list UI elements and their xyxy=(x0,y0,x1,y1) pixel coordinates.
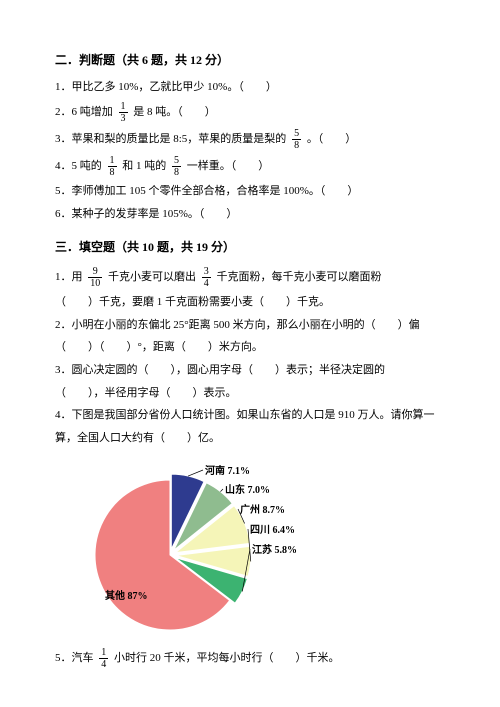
section2-title: 二．判断题（共 6 题，共 12 分） xyxy=(55,50,445,70)
s2-q2: 2．6 吨增加 1 3 是 8 吨。（ ） xyxy=(55,101,445,124)
s2-q5: 5．李师傅加工 105 个零件全部合格，合格率是 100%。（ ） xyxy=(55,182,445,201)
s3-q1-frac1: 9 10 xyxy=(88,266,102,289)
frac-den: 4 xyxy=(202,278,211,289)
s3-q4-a: 4．下图是我国部分省份人口统计图。如果山东省的人口是 910 万人。请你算一 xyxy=(55,406,445,425)
s2-q3-frac: 5 8 xyxy=(292,128,301,151)
s2-q3-b: 。（ ） xyxy=(307,133,357,145)
s2-q2-b: 是 8 吨。（ ） xyxy=(133,106,216,118)
frac-num: 1 xyxy=(119,101,128,113)
frac-num: 9 xyxy=(88,266,102,278)
s2-q2-a: 2．6 吨增加 xyxy=(55,106,113,118)
pie-label: 山东 7.0% xyxy=(225,482,270,499)
frac-num: 5 xyxy=(292,128,301,140)
s2-q4-b: 和 1 吨的 xyxy=(122,160,166,172)
pie-label: 江苏 5.8% xyxy=(252,542,297,559)
pie-label: 河南 7.1% xyxy=(205,463,250,480)
s3-q5-frac: 1 4 xyxy=(99,647,108,670)
s3-q3-b: （ ），半径用字母（ ）表示。 xyxy=(55,384,445,403)
s3-q4-b: 算，全国人口大约有（ ）亿。 xyxy=(55,429,445,448)
s3-q3-a: 3．圆心决定圆的（ ），圆心用字母（ ）表示；半径决定圆的 xyxy=(55,361,445,380)
s3-q1-a: 1．用 xyxy=(55,271,83,283)
s2-q4: 4．5 吨的 1 8 和 1 吨的 5 8 一样重。（ ） xyxy=(55,155,445,178)
pie-label: 其他 87% xyxy=(105,588,148,605)
s3-q1-frac2: 3 4 xyxy=(202,266,211,289)
s3-q5-b: 小时行 20 千米，平均每小时行（ ）千米。 xyxy=(114,652,340,664)
s3-q1: 1．用 9 10 千克小麦可以磨出 3 4 千克面粉，每千克小麦可以磨面粉 xyxy=(55,266,445,289)
frac-den: 10 xyxy=(88,278,102,289)
leader-line xyxy=(220,489,223,492)
s3-q1-c: 千克面粉，每千克小麦可以磨面粉 xyxy=(217,271,382,283)
s3-q2-b: （ ）（ ）°，距离（ ）米方向。 xyxy=(55,338,445,357)
s2-q2-frac: 1 3 xyxy=(119,101,128,124)
frac-den: 8 xyxy=(172,167,181,178)
s2-q4-a: 4．5 吨的 xyxy=(55,160,102,172)
frac-num: 1 xyxy=(99,647,108,659)
frac-den: 4 xyxy=(99,659,108,670)
pie-label: 广州 8.7% xyxy=(240,502,285,519)
population-pie-chart: 河南 7.1% 山东 7.0% 广州 8.7% 四川 6.4% 江苏 5.8% 其他 87… xyxy=(80,460,330,635)
s2-q3-a: 3．苹果和梨的质量比是 8:5，苹果的质量是梨的 xyxy=(55,133,286,145)
s3-q2-a: 2．小明在小丽的东偏北 25°距离 500 米方向，那么小丽在小明的（ ）偏 xyxy=(55,316,445,335)
pie-label: 四川 6.4% xyxy=(250,522,295,539)
frac-num: 5 xyxy=(172,155,181,167)
frac-num: 3 xyxy=(202,266,211,278)
s3-q1-line2: （ ）千克，要磨 1 千克面粉需要小麦（ ）千克。 xyxy=(55,293,445,312)
frac-den: 3 xyxy=(119,113,128,124)
s2-q4-frac1: 1 8 xyxy=(108,155,117,178)
frac-den: 8 xyxy=(108,167,117,178)
s2-q4-frac2: 5 8 xyxy=(172,155,181,178)
s3-q5-a: 5．汽车 xyxy=(55,652,94,664)
frac-den: 8 xyxy=(292,140,301,151)
section3-title: 三．填空题（共 10 题，共 19 分） xyxy=(55,237,445,257)
frac-num: 1 xyxy=(108,155,117,167)
s3-q5: 5．汽车 1 4 小时行 20 千米，平均每小时行（ ）千米。 xyxy=(55,647,445,670)
s2-q6: 6．某种子的发芽率是 105%。（ ） xyxy=(55,205,445,224)
leader-line xyxy=(188,470,203,476)
s2-q3: 3．苹果和梨的质量比是 8:5，苹果的质量是梨的 5 8 。（ ） xyxy=(55,128,445,151)
s2-q4-c: 一样重。（ ） xyxy=(187,160,270,172)
s2-q1: 1．甲比乙多 10%，乙就比甲少 10%。（ ） xyxy=(55,78,445,97)
s3-q1-b: 千克小麦可以磨出 xyxy=(108,271,196,283)
